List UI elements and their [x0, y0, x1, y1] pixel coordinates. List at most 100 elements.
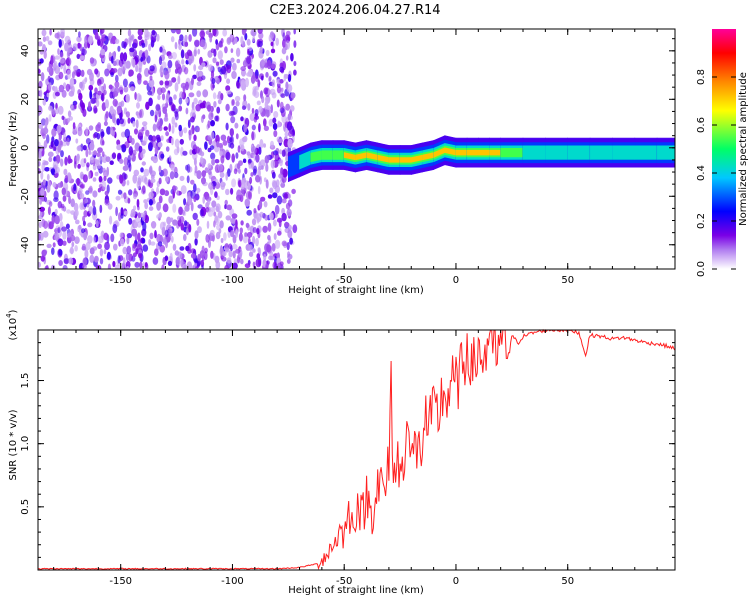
spectrogram-cell — [110, 71, 114, 77]
spectrogram-cell — [276, 262, 283, 269]
spectrogram-cell — [102, 140, 105, 146]
spectrogram-cell — [270, 41, 274, 47]
spectrogram-cell — [72, 43, 78, 51]
spectrogram-cell — [285, 55, 289, 61]
spectrogram-cell — [42, 98, 47, 106]
spectrogram-cell — [141, 211, 146, 222]
spectrogram-cell — [190, 202, 194, 212]
spectrogram-cell — [207, 135, 212, 141]
x-tick-label: 0 — [453, 275, 459, 286]
spectrogram-cell — [284, 132, 289, 137]
spectrogram-cell — [70, 85, 75, 95]
x-tick-label: -50 — [336, 576, 352, 587]
spectrogram-cell — [63, 64, 67, 74]
snr-frame — [37, 329, 676, 571]
spectrogram-cell — [76, 36, 82, 43]
spectrogram-cell — [148, 199, 153, 206]
spectrogram-cell — [174, 138, 180, 148]
spectrogram-cell — [51, 214, 56, 225]
spectrogram-cell — [178, 124, 182, 132]
spectrogram-cell — [140, 167, 144, 173]
spectrogram-cell — [240, 258, 244, 265]
spectrogram-cell — [232, 234, 237, 244]
spectrogram-cell — [70, 103, 74, 110]
spectrogram-cell — [50, 264, 56, 269]
spectrogram-cell — [107, 64, 112, 71]
spectrogram-cell — [77, 126, 83, 137]
spectrogram-cell — [188, 34, 192, 42]
spectrogram-cell — [67, 110, 72, 118]
colorbar-tick-label: 0.2 — [696, 213, 707, 229]
spectrogram-cell — [284, 222, 290, 227]
spectrogram-cell — [217, 211, 223, 219]
spectrogram-cell — [53, 197, 59, 202]
spectrogram-cell — [168, 228, 173, 238]
spectrogram-cell — [55, 108, 59, 115]
spectrogram-cell — [159, 244, 166, 253]
spectrogram-cell — [149, 65, 155, 72]
spectrogram-cell — [148, 78, 155, 88]
spectrogram-cell — [224, 46, 228, 54]
spectrogram-cell — [291, 135, 295, 143]
spectrogram-cell — [38, 168, 41, 174]
spectrogram-cell — [64, 42, 69, 52]
spectrogram-cell — [152, 156, 158, 164]
spectrogram-cell — [284, 227, 290, 233]
spectrogram-cell — [217, 99, 222, 105]
spectrogram-cell — [62, 195, 67, 202]
spectrogram-cell — [184, 205, 190, 212]
spectrogram-cell — [119, 174, 124, 184]
spectrogram-cell — [272, 117, 277, 124]
spectrogram-cell — [258, 169, 261, 177]
spectrogram-cell — [43, 160, 49, 166]
spectrogram-cell — [92, 206, 97, 216]
spectrogram-cell — [53, 60, 58, 68]
spectrogram-cell — [39, 89, 43, 98]
spectrogram-cell — [211, 77, 216, 85]
spectrogram-cell — [97, 243, 102, 250]
spectrogram-cell — [116, 144, 122, 151]
spectrogram-cell — [273, 233, 277, 240]
spectrogram-cell — [206, 220, 210, 229]
spectrogram-cell — [41, 218, 46, 228]
spectrogram-x-ticks: -150 -100 -50 0 50 — [53, 29, 658, 286]
spectrogram-cell — [194, 230, 199, 240]
spectrogram-cell — [234, 37, 238, 44]
spectrogram-cell — [231, 153, 235, 163]
spectrogram-ridge-band — [656, 145, 675, 160]
spectrogram-cell — [224, 199, 228, 206]
spectrogram-cell — [132, 42, 138, 49]
spectrogram-cell — [265, 49, 270, 57]
spectrogram-cell — [46, 173, 50, 181]
spectrogram-cell — [73, 65, 79, 71]
spectrogram-cell — [125, 111, 130, 118]
spectrogram-cell — [281, 212, 287, 222]
y-tick-label: 40 — [20, 44, 31, 57]
spectrogram-cell — [70, 198, 75, 208]
spectrogram-cell — [149, 232, 154, 240]
spectrogram-cell — [277, 120, 281, 128]
spectrogram-cell — [77, 42, 81, 49]
spectrogram-cell — [140, 56, 144, 62]
spectrogram-cell — [56, 31, 61, 41]
spectrogram-cell — [48, 105, 53, 111]
spectrogram-cell — [55, 102, 58, 110]
spectrogram-cell — [267, 222, 272, 232]
spectrogram-cell — [128, 69, 134, 77]
spectrogram-cell — [135, 248, 139, 255]
spectrogram-cell — [255, 153, 260, 163]
spectrogram-cell — [283, 193, 289, 200]
spectrogram-cell — [201, 75, 206, 81]
spectrogram-cell — [196, 218, 200, 226]
spectrogram-cell — [246, 209, 252, 216]
spectrogram-cell — [148, 191, 154, 199]
spectrogram-cell — [199, 30, 206, 39]
spectrogram-cell — [47, 206, 51, 216]
spectrogram-cell — [236, 189, 242, 199]
spectrogram-cell — [183, 198, 187, 206]
spectrogram-cell — [132, 58, 136, 68]
spectrogram-cell — [199, 102, 206, 109]
spectrogram-cell — [213, 101, 217, 108]
spectrogram-cell — [112, 98, 118, 107]
spectrogram-cell — [128, 189, 133, 196]
